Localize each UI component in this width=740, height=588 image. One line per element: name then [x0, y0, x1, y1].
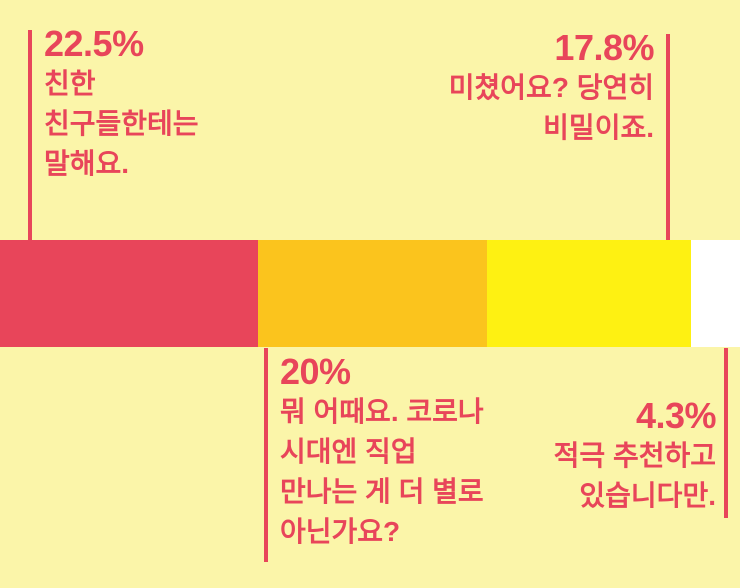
answer-text: 친한 친구들한테는 말해요. [44, 68, 199, 179]
pct-label: 20% [280, 351, 351, 392]
pct-label: 22.5% [44, 23, 144, 64]
callout-line-whats-wrong-covid-era [264, 348, 268, 562]
callout-line-actively-recommending [724, 348, 728, 518]
callout-whats-wrong-covid-era: 20% 뭐 어때요. 코로나 시대엔 직업 만나는 게 더 별로 아닌가요? [280, 352, 530, 552]
pct-label: 17.8% [554, 27, 654, 68]
callout-of-course-its-a-secret: 17.8% 미쳤어요? 당연히 비밀이죠. [354, 27, 655, 148]
pct-label: 4.3% [635, 395, 717, 436]
answer-text: 뭐 어때요. 코로나 시대엔 직업 만나는 게 더 별로 아닌가요? [280, 396, 484, 547]
bar-segment-tell-close-friends [0, 240, 258, 347]
stacked-bar [0, 240, 740, 347]
callout-line-tell-close-friends [28, 30, 32, 240]
callout-line-of-course-its-a-secret [666, 34, 670, 240]
callout-tell-close-friends: 22.5% 친한 친구들한테는 말해요. [44, 24, 264, 184]
bar-segment-actively-recommending [690, 240, 740, 347]
bar-segment-of-course-its-a-secret [486, 240, 691, 347]
answer-text: 미쳤어요? 당연히 비밀이죠. [448, 72, 654, 143]
answer-text: 적극 추천하고 있습니다만. [553, 440, 716, 511]
bar-segment-whats-wrong-covid-era [257, 240, 487, 347]
callout-actively-recommending: 4.3% 적극 추천하고 있습니다만. [476, 395, 717, 516]
